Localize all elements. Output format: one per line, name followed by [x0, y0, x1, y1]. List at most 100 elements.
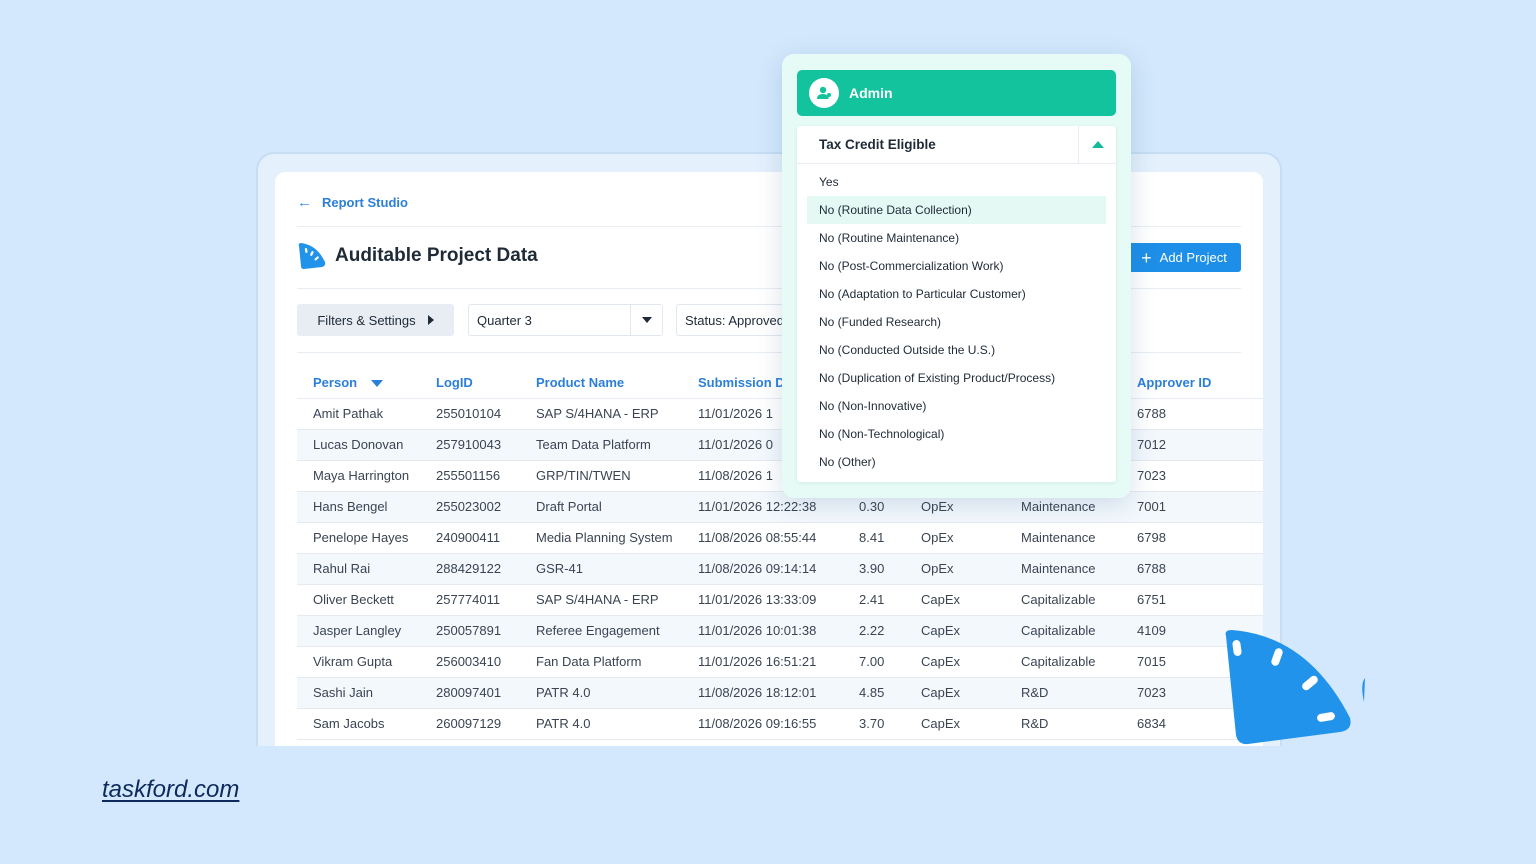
gauge-icon — [298, 243, 326, 269]
table-cell: 280097401 — [420, 677, 520, 709]
table-cell: CapEx — [905, 615, 1005, 647]
table-cell: 11/01/2026 13:33:09 — [682, 584, 843, 616]
brand-link[interactable]: taskford.com — [102, 776, 240, 803]
table-cell: 255010104 — [420, 398, 520, 430]
table-cell: SAP S/4HANA - ERP — [520, 584, 682, 616]
admin-popup: Admin Tax Credit Eligible Yes No (Routine… — [782, 54, 1131, 498]
table-cell: 250057891 — [420, 615, 520, 647]
dropdown-option[interactable]: Yes — [819, 175, 839, 189]
table-cell: CapEx — [905, 584, 1005, 616]
table-cell: 7023 — [1121, 460, 1263, 492]
table-cell: 257910043 — [420, 429, 520, 461]
table-cell: Fan Data Platform — [520, 646, 682, 678]
table-cell: Sam Jacobs — [297, 708, 420, 740]
table-cell: 6798 — [1121, 522, 1263, 554]
table-cell: 255501156 — [420, 460, 520, 492]
table-cell: 255023002 — [420, 491, 520, 523]
dropdown-option[interactable]: No (Conducted Outside the U.S.) — [819, 343, 996, 357]
admin-role-label: Admin — [849, 85, 893, 101]
dropdown-option[interactable]: No (Routine Data Collection) — [807, 196, 1106, 224]
column-header[interactable]: Product Name — [520, 368, 682, 399]
status-select[interactable]: Status: Approved — [676, 304, 806, 336]
table-cell: PATR 4.0 — [520, 677, 682, 709]
table-cell: 3.70 — [843, 708, 905, 740]
table-row[interactable]: Sam Jacobs 260097129 PATR 4.0 11/08/2026 09… — [297, 708, 1263, 740]
table-cell: 7012 — [1121, 429, 1263, 461]
table-cell: GRP/TIN/TWEN — [520, 460, 682, 492]
table-cell: 2.41 — [843, 584, 905, 616]
quarter-dropdown-toggle[interactable] — [630, 305, 662, 335]
table-cell: Draft Portal — [520, 491, 682, 523]
admin-role-bar[interactable]: Admin — [797, 70, 1116, 116]
table-cell: PATR 4.0 — [520, 708, 682, 740]
table-cell: Capitalizable — [1005, 646, 1121, 678]
dropdown-option[interactable]: No (Non-Innovative) — [819, 399, 927, 413]
table-cell: OpEx — [905, 553, 1005, 585]
table-cell: Lucas Donovan — [297, 429, 420, 461]
divider — [297, 352, 1241, 353]
divider — [297, 226, 1241, 227]
table-row[interactable]: Sashi Jain 280097401 PATR 4.0 11/08/2026 18… — [297, 677, 1263, 709]
dropdown-option[interactable]: No (Non-Technological) — [819, 427, 945, 441]
table-row[interactable]: Vikram Gupta 256003410 Fan Data Platform 11… — [297, 646, 1263, 678]
page-title: Auditable Project Data — [335, 245, 538, 266]
table-row[interactable]: Oliver Beckett 257774011 SAP S/4HANA - ERP… — [297, 584, 1263, 616]
table-cell: Media Planning System — [520, 522, 682, 554]
add-project-label: Add Project — [1159, 250, 1227, 265]
page-title-row: Auditable Project Data — [297, 242, 538, 270]
table-cell: 11/08/2026 09:16:55 — [682, 708, 843, 740]
table-cell: Jasper Langley — [297, 615, 420, 647]
table-cell: 260097129 — [420, 708, 520, 740]
table-cell: 2.22 — [843, 615, 905, 647]
table-cell: 4109 — [1121, 615, 1263, 647]
table-cell: Maya Harrington — [297, 460, 420, 492]
table-cell: Hans Bengel — [297, 491, 420, 523]
add-project-button[interactable]: + Add Project — [1127, 243, 1241, 272]
table-cell: Oliver Beckett — [297, 584, 420, 616]
user-avatar-icon — [809, 78, 839, 108]
column-header[interactable]: Approver ID — [1121, 368, 1263, 399]
dropdown-header[interactable]: Tax Credit Eligible — [797, 126, 1116, 164]
gauge-decoration-icon — [1225, 630, 1365, 745]
back-link[interactable]: ← Report Studio — [297, 194, 408, 211]
dropdown-option[interactable]: No (Post-Commercialization Work) — [819, 259, 1004, 273]
table-cell: 8.41 — [843, 522, 905, 554]
table-cell: 11/08/2026 18:12:01 — [682, 677, 843, 709]
table-row[interactable]: Jasper Langley 250057891 Referee Engagemen… — [297, 615, 1263, 647]
table-row[interactable]: Rahul Rai 288429122 GSR-41 11/08/2026 09:14… — [297, 553, 1263, 585]
dropdown-toggle[interactable] — [1078, 126, 1116, 163]
chevron-down-icon — [641, 317, 652, 323]
quarter-value: Quarter 3 — [477, 312, 532, 328]
table-cell: R&D — [1005, 677, 1121, 709]
table-cell: Penelope Hayes — [297, 522, 420, 554]
dropdown-option[interactable]: No (Other) — [819, 455, 876, 469]
table-cell: 4.85 — [843, 677, 905, 709]
table-cell: Referee Engagement — [520, 615, 682, 647]
divider — [297, 288, 1241, 289]
quarter-select[interactable]: Quarter 3 — [468, 304, 663, 336]
dropdown-option[interactable]: No (Duplication of Existing Product/Proc… — [819, 371, 1056, 385]
back-link-label: Report Studio — [322, 195, 408, 210]
table-cell: SAP S/4HANA - ERP — [520, 398, 682, 430]
sort-desc-icon[interactable] — [371, 380, 384, 388]
table-row[interactable]: Penelope Hayes 240900411 Media Planning Sy… — [297, 522, 1263, 554]
table-cell: 11/08/2026 08:55:44 — [682, 522, 843, 554]
table-cell: 7001 — [1121, 491, 1263, 523]
table-cell: Maintenance — [1005, 553, 1121, 585]
table-cell: R&D — [1005, 708, 1121, 740]
table-cell: CapEx — [905, 708, 1005, 740]
dropdown-option[interactable]: No (Funded Research) — [819, 315, 942, 329]
table-cell: 3.90 — [843, 553, 905, 585]
column-header[interactable]: Person — [297, 368, 420, 399]
table-cell: 256003410 — [420, 646, 520, 678]
filters-settings-button[interactable]: Filters & Settings — [297, 304, 454, 336]
dropdown-option[interactable]: No (Routine Maintenance) — [819, 231, 960, 245]
table-cell: Amit Pathak — [297, 398, 420, 430]
dropdown-label: Tax Credit Eligible — [819, 137, 936, 152]
table-cell: 240900411 — [420, 522, 520, 554]
table-cell: Team Data Platform — [520, 429, 682, 461]
plus-icon: + — [1141, 247, 1152, 268]
chevron-up-icon — [1091, 141, 1104, 148]
dropdown-option[interactable]: No (Adaptation to Particular Customer) — [819, 287, 1026, 301]
column-header[interactable]: LogID — [420, 368, 520, 399]
